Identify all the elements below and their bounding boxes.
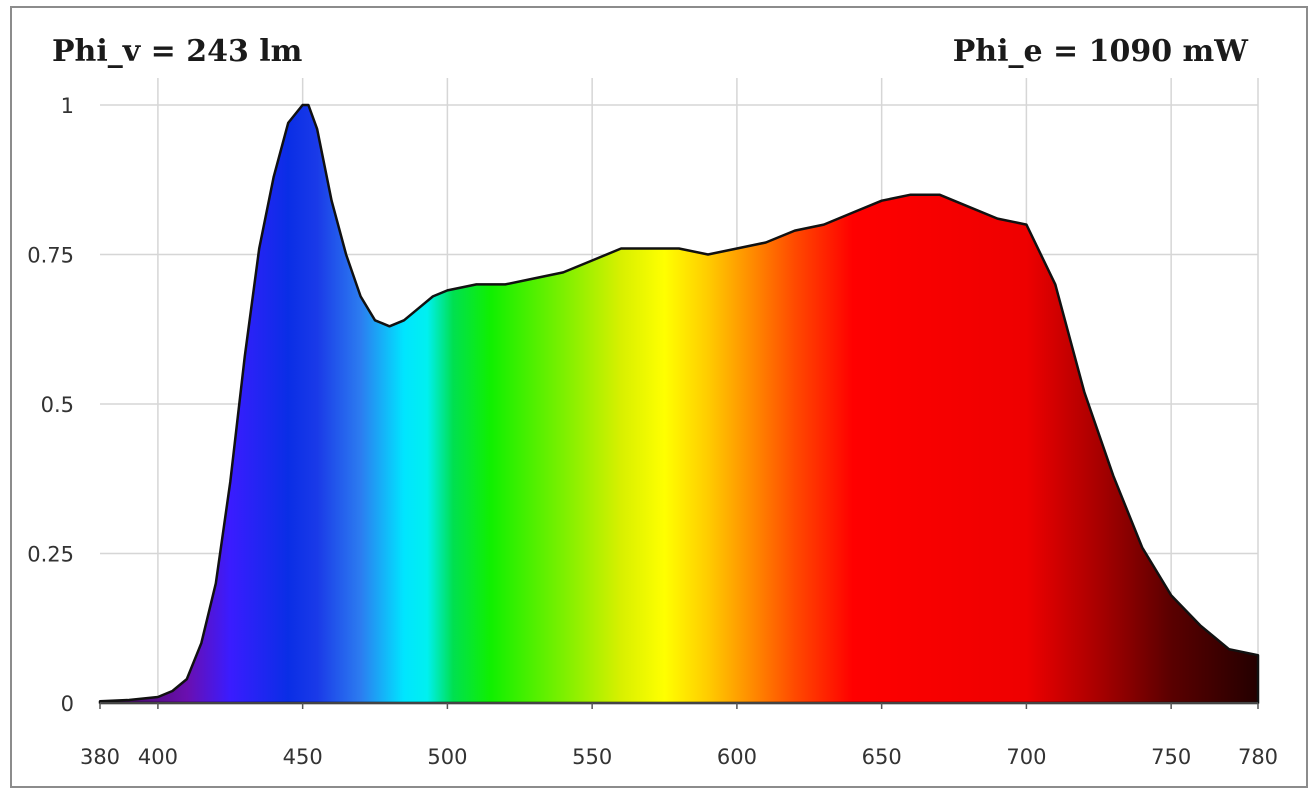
y-tick-label-1: 1 [61, 94, 74, 118]
x-tick-label-380: 380 [80, 745, 120, 769]
x-tick-label-500: 500 [427, 745, 467, 769]
x-tick-label-600: 600 [717, 745, 757, 769]
y-tick-label-0_75: 0.75 [27, 244, 74, 268]
x-tick-label-780: 780 [1238, 745, 1278, 769]
y-tick-label-0_25: 0.25 [27, 543, 74, 567]
x-tick-label-550: 550 [572, 745, 612, 769]
axes: 380 400 450 500 550 600 650 700 750 780 0 0.25 0.5 0.… [27, 94, 1278, 769]
x-tick-label-400: 400 [138, 745, 178, 769]
x-tick-label-650: 650 [862, 745, 902, 769]
y-tick-label-0: 0 [61, 692, 74, 716]
luminous-flux-label: Phi_v = 243 lm [52, 34, 303, 69]
plot-area [98, 103, 1260, 705]
x-tick-label-750: 750 [1151, 745, 1191, 769]
radiant-flux-label: Phi_e = 1090 mW [952, 34, 1248, 69]
x-tick-label-700: 700 [1006, 745, 1046, 769]
spectrum-area [98, 103, 1260, 705]
y-tick-label-0_5: 0.5 [41, 393, 74, 417]
x-tick-label-450: 450 [283, 745, 323, 769]
